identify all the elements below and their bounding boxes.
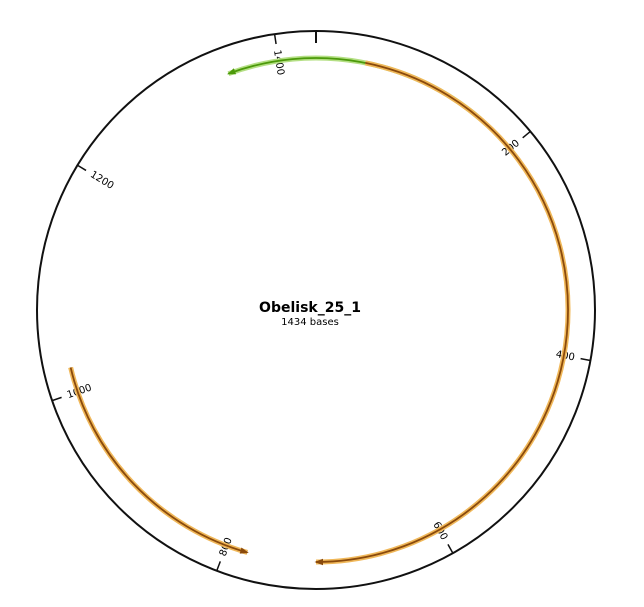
feature-green-arc (228, 57, 481, 120)
map-title: Obelisk_25_1 (259, 300, 361, 316)
tick-mark-600 (447, 544, 454, 554)
feature-green-halo (227, 55, 482, 121)
feature-orange-b-halo (68, 366, 249, 555)
map-length: 1434 bases (281, 317, 339, 328)
feature-orange-a-arrowhead (314, 558, 323, 566)
tick-label-1200: 1200 (88, 169, 115, 192)
tick-mark-1000 (51, 396, 62, 402)
feature-orange-b-arrowhead (239, 547, 249, 554)
tick-mark-400 (580, 357, 591, 362)
feature-orange-a-arc (315, 61, 569, 563)
feature-green-arrowhead (227, 68, 237, 75)
tick-mark-1400 (273, 33, 277, 45)
tick-mark-800 (216, 561, 222, 572)
feature-orange-b-arc (69, 367, 248, 554)
tick-mark-1200 (77, 164, 87, 172)
tick-mark-200 (522, 130, 531, 139)
feature-group (68, 55, 571, 566)
